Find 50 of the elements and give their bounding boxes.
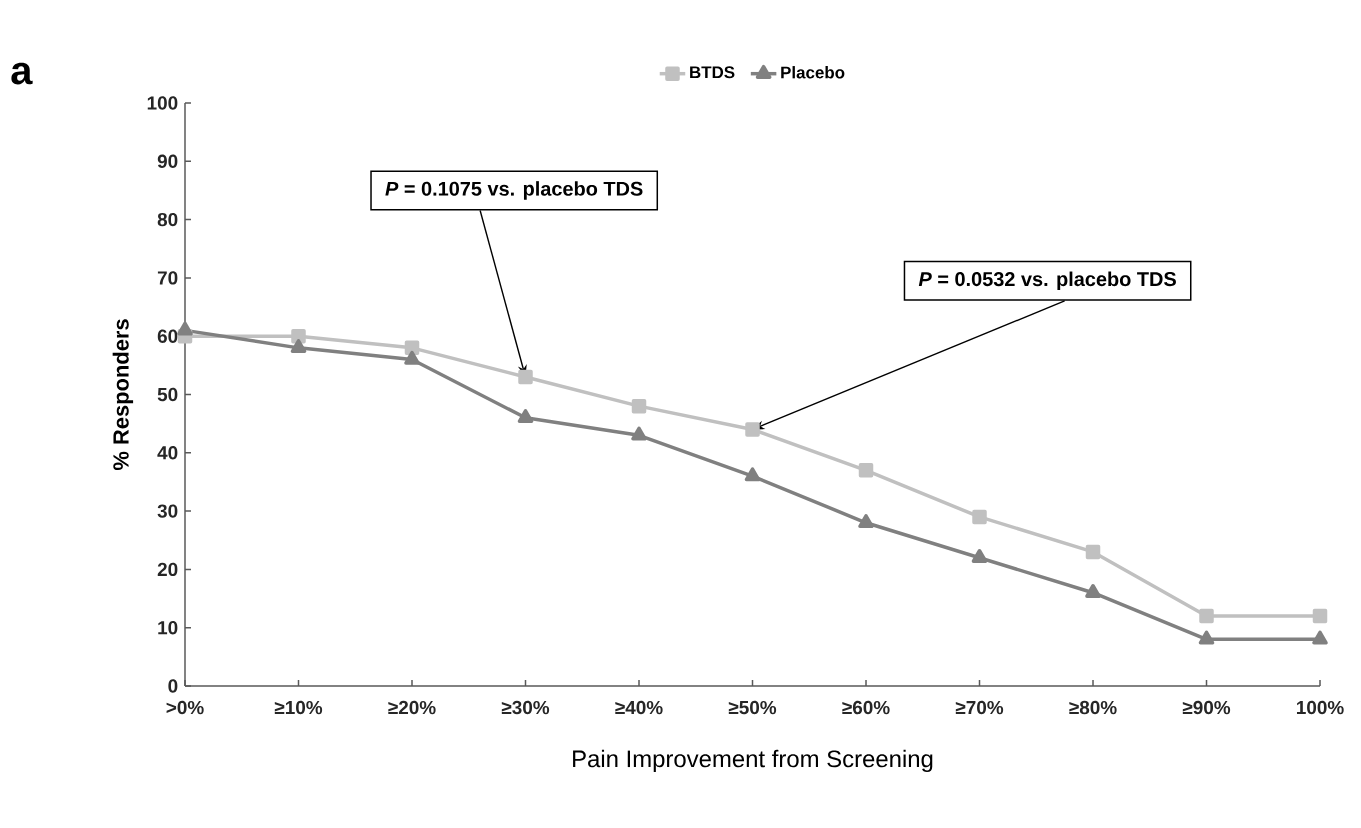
legend-label: BTDS: [690, 66, 735, 79]
point: [745, 422, 760, 437]
x-tick-label: ≥90%: [1182, 700, 1231, 715]
point: [404, 350, 420, 365]
annotation: P = 0.1075 vs. placebo TDS: [385, 181, 643, 200]
x-tick-label: ≥60%: [842, 700, 890, 715]
point: [404, 340, 420, 356]
y-tick-label: 100: [147, 96, 178, 110]
y-tick-label: 50: [157, 387, 178, 402]
point: [1312, 630, 1328, 645]
point: [1085, 583, 1101, 598]
y-tick-label: 90: [157, 154, 178, 168]
point: [1085, 544, 1101, 560]
point: [291, 328, 306, 344]
point: [1198, 630, 1215, 645]
point: [518, 369, 533, 385]
annotation: P = 0.0532 vs. placebo TDS: [918, 271, 1176, 291]
x-axis-title: Pain Improvement from Screening: [573, 749, 933, 773]
y-tick-label: 70: [157, 271, 178, 285]
x-tick-label: >0%: [166, 700, 204, 715]
x-tick-label: ≥40%: [615, 700, 663, 715]
x-tick-label: 100%: [1296, 700, 1344, 715]
y-tick-label: 10: [158, 621, 178, 635]
point: [177, 321, 193, 336]
point: [972, 509, 987, 525]
x-tick-label: ≥50%: [728, 700, 777, 715]
point: [290, 339, 307, 354]
y-axis-title: % Responders: [112, 319, 134, 471]
point: [858, 514, 874, 529]
point: [1199, 608, 1214, 624]
text: a: [11, 62, 33, 85]
y-tick-label: 60: [157, 329, 178, 343]
x-tick-label: ≥20%: [388, 700, 436, 715]
point: [744, 467, 761, 482]
x-tick-label: ≥70%: [955, 700, 1004, 715]
y-tick-label: 20: [157, 562, 178, 577]
x-tick-label: ≥80%: [1069, 700, 1117, 715]
x-tick-label: ≥10%: [274, 700, 323, 715]
point: [971, 548, 988, 563]
y-tick-label: 30: [157, 504, 178, 518]
point: [631, 426, 647, 441]
point: [858, 463, 874, 478]
point: [517, 409, 534, 424]
y-tick-label: 40: [157, 446, 178, 460]
point: [1312, 608, 1328, 624]
legend-label: Placebo: [781, 66, 845, 79]
point: [631, 398, 647, 414]
y-tick-label: 0: [168, 679, 178, 693]
y-tick-label: 80: [157, 212, 178, 227]
x-tick-label: ≥30%: [501, 700, 550, 715]
